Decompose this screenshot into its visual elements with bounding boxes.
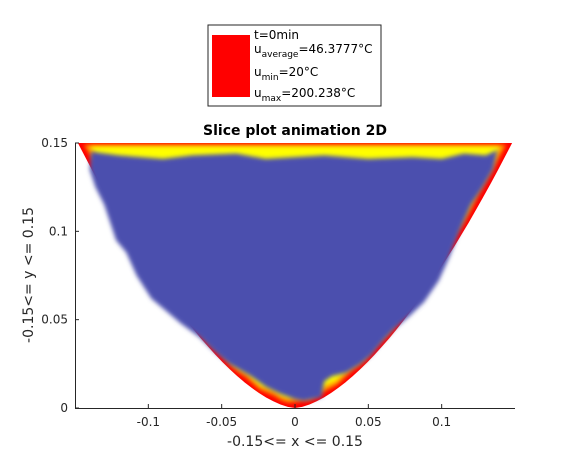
x-axis-label: -0.15<= x <= 0.15 (227, 434, 363, 450)
legend-time: t=0min (254, 28, 299, 42)
chart-title: Slice plot animation 2D (203, 123, 387, 139)
y-tick-label: 0.1 (49, 224, 68, 238)
axes (75, 143, 515, 409)
x-tick-label: -0.1 (137, 415, 160, 429)
x-tick-label: 0.05 (355, 415, 382, 429)
x-tick-label: 0.1 (432, 415, 451, 429)
y-axis-label: -0.15<= y <= 0.15 (21, 207, 37, 343)
legend-average: uaverage=46.3777°C (254, 42, 373, 60)
y-tick-label: 0.15 (41, 136, 68, 150)
heatmap-interior-region (89, 150, 498, 401)
y-ticks: 0 0.05 0.1 0.15 (41, 136, 79, 415)
legend-min: umin=20°C (254, 65, 318, 83)
legend: t=0min uaverage=46.3777°C umin=20°C umax… (207, 24, 382, 107)
legend-max: umax=200.238°C (254, 86, 355, 104)
x-tick-label: -0.05 (206, 415, 237, 429)
legend-swatch (212, 35, 250, 97)
x-ticks: -0.1 -0.05 0 0.05 0.1 (137, 404, 451, 429)
heatmap (77, 143, 513, 408)
y-tick-label: 0.05 (41, 313, 68, 327)
y-tick-label: 0 (60, 401, 68, 415)
x-tick-label: 0 (291, 415, 299, 429)
